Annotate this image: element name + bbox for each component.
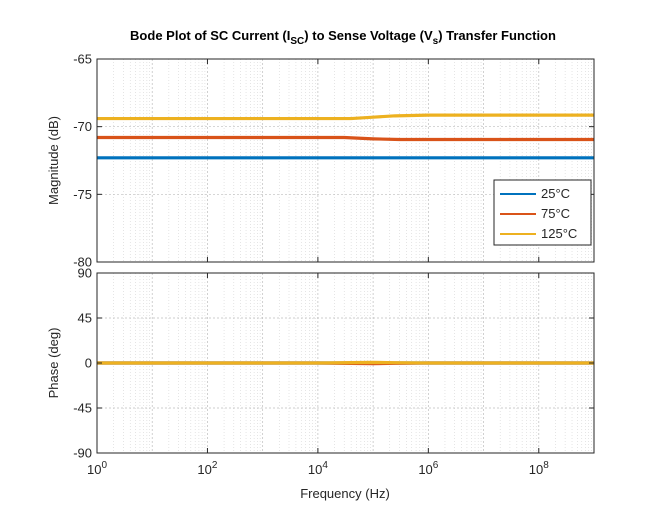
x-axis-label: Frequency (Hz) bbox=[300, 486, 390, 501]
magnitude-y-tick-label: -75 bbox=[73, 187, 92, 202]
svg-text:25°C: 25°C bbox=[541, 186, 570, 201]
magnitude-y-tick-label: -80 bbox=[73, 255, 92, 270]
x-tick-label: 108 bbox=[529, 460, 549, 477]
figure-title: Bode Plot of SC Current (ISC) to Sense V… bbox=[130, 28, 556, 47]
legend-item-75c: 75°C bbox=[500, 206, 570, 221]
phase-series bbox=[97, 360, 594, 366]
phase-ylabel: Phase (deg) bbox=[46, 328, 61, 399]
phase-y-tick-label: -45 bbox=[73, 401, 92, 416]
x-tick-label: 106 bbox=[418, 460, 438, 477]
magnitude-series-line bbox=[97, 113, 594, 121]
x-tick-label: 102 bbox=[197, 460, 217, 477]
phase-y-tick-label: 90 bbox=[78, 266, 92, 281]
magnitude-ylabel: Magnitude (dB) bbox=[46, 116, 61, 205]
magnitude-ticks: -80 -75 -70 -65 bbox=[73, 52, 594, 270]
legend: 25°C 75°C 125°C bbox=[493, 179, 592, 246]
svg-text:125°C: 125°C bbox=[541, 226, 577, 241]
phase-y-tick-label: -90 bbox=[73, 446, 92, 461]
phase-y-tick-label: 45 bbox=[78, 311, 92, 326]
magnitude-series-line bbox=[97, 135, 594, 142]
magnitude-axes: -80 -75 -70 -65 Magnitude (dB) 25°C 75°C 12… bbox=[46, 52, 595, 270]
x-tick-label: 100 bbox=[87, 460, 107, 477]
legend-item-25c: 25°C bbox=[500, 186, 570, 201]
magnitude-y-tick-label: -70 bbox=[73, 119, 92, 134]
magnitude-y-tick-label: -65 bbox=[73, 52, 92, 67]
x-tick-label: 104 bbox=[308, 460, 328, 477]
magnitude-grid bbox=[96, 59, 595, 262]
magnitude-series bbox=[97, 113, 594, 160]
legend-item-125c: 125°C bbox=[500, 226, 577, 241]
svg-text:75°C: 75°C bbox=[541, 206, 570, 221]
phase-y-tick-label: 0 bbox=[85, 356, 92, 371]
phase-series-line bbox=[97, 360, 594, 365]
x-tick-labels: 100 102 104 106 108 bbox=[87, 460, 549, 477]
phase-ticks: -90 -45 0 45 90 bbox=[73, 266, 594, 461]
